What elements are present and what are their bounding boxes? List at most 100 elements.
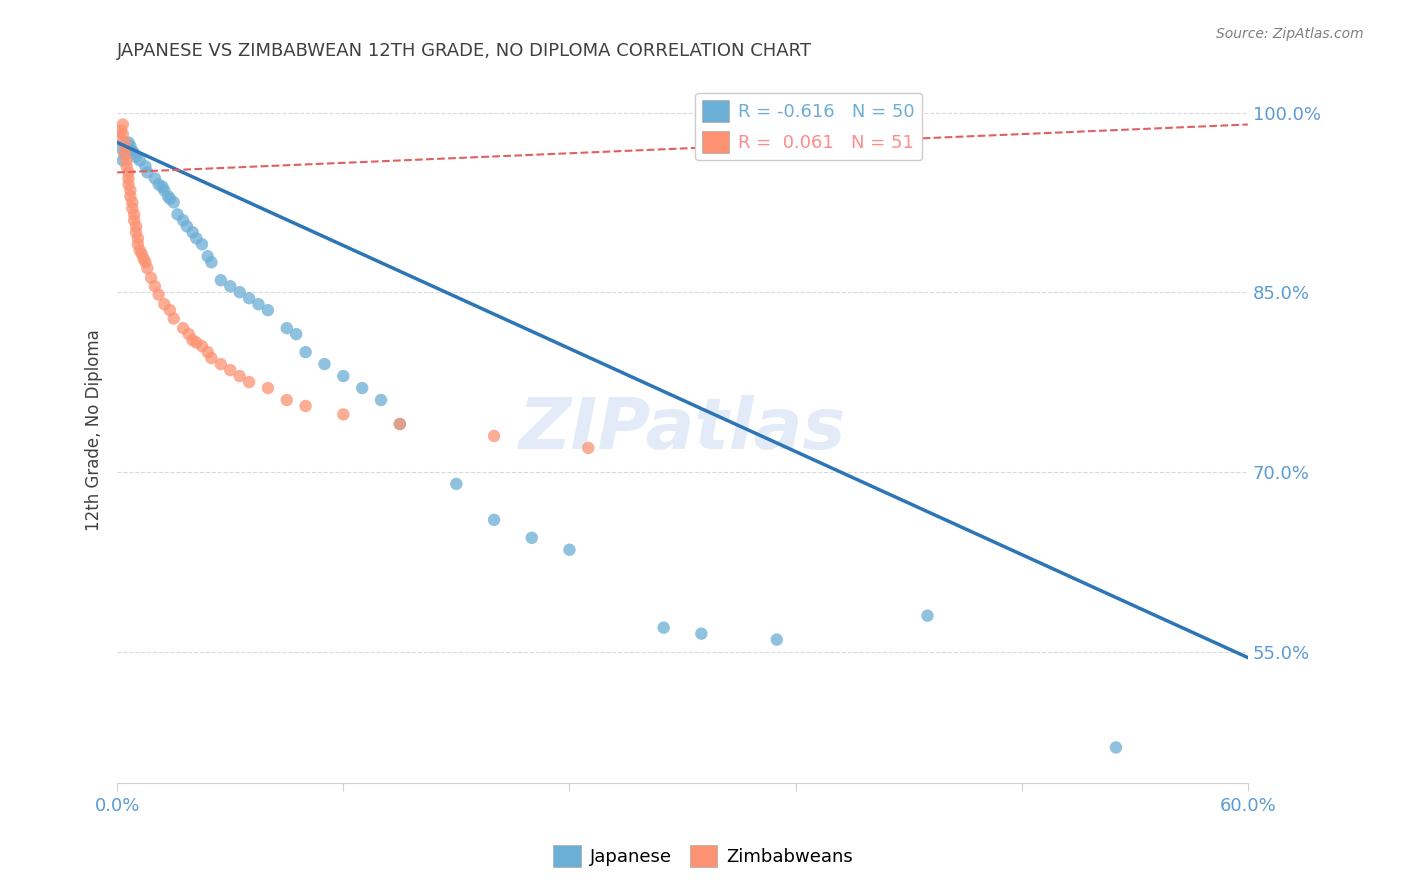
Point [114, 147, 136, 161]
Point [111, 118, 134, 132]
Point [114, 136, 136, 150]
Point [228, 369, 250, 384]
Point [197, 249, 219, 263]
Point [238, 375, 260, 389]
Point [134, 255, 156, 269]
Point [209, 273, 232, 287]
Point [114, 141, 136, 155]
Point [115, 141, 138, 155]
Point [765, 632, 787, 647]
Point [177, 327, 200, 342]
Point [128, 153, 150, 168]
Point [257, 381, 280, 395]
Point [153, 297, 176, 311]
Text: JAPANESE VS ZIMBABWEAN 12TH GRADE, NO DIPLOMA CORRELATION CHART: JAPANESE VS ZIMBABWEAN 12TH GRADE, NO DI… [117, 42, 813, 60]
Point [191, 237, 214, 252]
Point [128, 244, 150, 258]
Point [110, 123, 132, 137]
Point [163, 311, 186, 326]
Point [181, 333, 204, 347]
Point [114, 147, 136, 161]
Point [482, 429, 505, 443]
Point [120, 183, 142, 197]
Point [652, 621, 675, 635]
Point [276, 321, 298, 335]
Point [446, 476, 468, 491]
Point [125, 225, 148, 239]
Point [132, 252, 155, 266]
Legend: R = -0.616   N = 50, R =  0.061   N = 51: R = -0.616 N = 50, R = 0.061 N = 51 [695, 93, 922, 161]
Point [117, 136, 139, 150]
Point [115, 153, 138, 168]
Point [558, 542, 581, 557]
Point [125, 219, 148, 234]
Point [200, 255, 222, 269]
Point [122, 207, 145, 221]
Point [117, 165, 139, 179]
Point [110, 141, 132, 155]
Point [136, 261, 159, 276]
Point [690, 626, 713, 640]
Point [115, 160, 138, 174]
Point [159, 192, 181, 206]
Point [143, 279, 166, 293]
Point [247, 297, 270, 311]
Point [186, 335, 208, 350]
Point [520, 531, 543, 545]
Point [209, 357, 232, 371]
Point [576, 441, 599, 455]
Point [117, 171, 139, 186]
Point [127, 231, 149, 245]
Point [122, 213, 145, 227]
Point [148, 287, 170, 301]
Point [388, 417, 411, 431]
Point [127, 237, 149, 252]
Point [163, 195, 186, 210]
Point [238, 291, 260, 305]
Point [139, 270, 162, 285]
Point [332, 369, 354, 384]
Point [186, 231, 208, 245]
Point [294, 399, 316, 413]
Point [200, 351, 222, 365]
Point [332, 408, 354, 422]
Point [482, 513, 505, 527]
Point [136, 165, 159, 179]
Point [153, 183, 176, 197]
Point [172, 321, 194, 335]
Point [120, 189, 142, 203]
Point [285, 327, 308, 342]
Point [148, 178, 170, 192]
Point [181, 225, 204, 239]
Point [111, 127, 134, 141]
Point [1105, 740, 1128, 755]
Point [228, 285, 250, 300]
Point [131, 247, 153, 261]
Text: ZIPatlas: ZIPatlas [519, 395, 846, 465]
Point [294, 345, 316, 359]
Point [143, 171, 166, 186]
Point [117, 178, 139, 192]
Point [125, 150, 148, 164]
Point [314, 357, 336, 371]
Legend: Japanese, Zimbabweans: Japanese, Zimbabweans [547, 838, 859, 874]
Point [172, 213, 194, 227]
Point [122, 146, 145, 161]
Point [121, 195, 143, 210]
Point [166, 207, 188, 221]
Point [157, 189, 180, 203]
Point [917, 608, 939, 623]
Point [219, 279, 242, 293]
Point [121, 144, 143, 158]
Point [197, 345, 219, 359]
Point [159, 303, 181, 318]
Point [370, 392, 392, 407]
Point [191, 339, 214, 353]
Point [352, 381, 374, 395]
Point [111, 153, 134, 168]
Point [134, 160, 156, 174]
Point [257, 303, 280, 318]
Point [121, 202, 143, 216]
Point [152, 179, 174, 194]
Text: Source: ZipAtlas.com: Source: ZipAtlas.com [1216, 27, 1364, 41]
